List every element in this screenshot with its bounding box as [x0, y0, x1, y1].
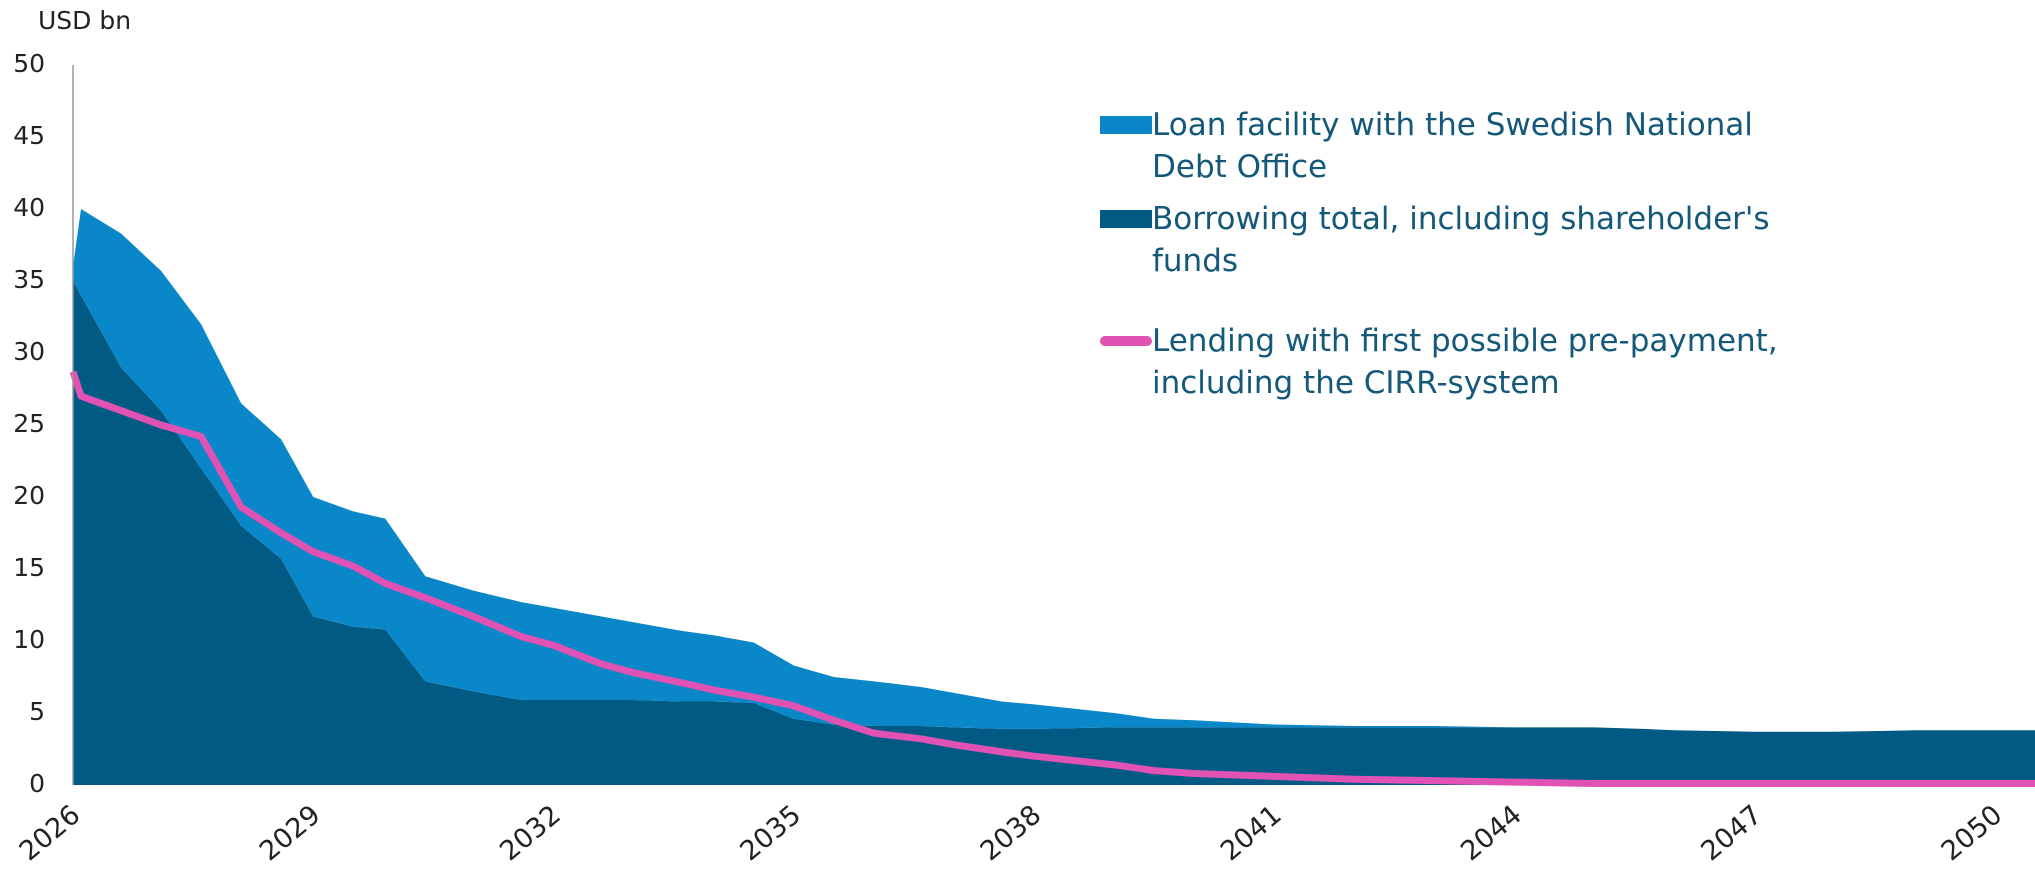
x-tick-label: 2041	[1215, 799, 1288, 867]
y-tick-label: 50	[13, 49, 45, 78]
line	[69, 370, 2035, 788]
y-tick-label: 30	[13, 337, 45, 366]
legend-entry: Borrowing total, including shareholder's…	[1100, 198, 1860, 282]
y-tick-label: 10	[13, 625, 45, 654]
x-tick-label: 2050	[1936, 799, 2009, 867]
x-tick-label: 2029	[254, 799, 327, 867]
x-tick-label: 2032	[494, 799, 567, 867]
legend-label: Loan facility with the Swedish National …	[1152, 107, 1753, 185]
legend-swatch	[1100, 116, 1152, 134]
legend: Loan facility with the Swedish National …	[1100, 104, 1860, 414]
y-tick-label: 0	[29, 769, 45, 798]
x-tick-label: 2026	[14, 799, 87, 867]
legend-entry: Lending with first possible pre-payment,…	[1100, 320, 1860, 404]
legend-label: Lending with first possible pre-payment,…	[1152, 323, 1778, 401]
x-tick-label: 2038	[975, 799, 1048, 867]
y-tick-label: 35	[13, 265, 45, 294]
legend-label: Borrowing total, including shareholder's…	[1152, 201, 1770, 279]
y-tick-label: 15	[13, 553, 45, 582]
y-axis-label: USD bn	[38, 6, 131, 35]
y-tick-label: 45	[13, 121, 45, 150]
legend-swatch	[1100, 336, 1152, 346]
y-tick-label: 20	[13, 481, 45, 510]
x-tick-label: 2047	[1695, 799, 1768, 867]
legend-swatch	[1100, 210, 1152, 228]
y-tick-label: 5	[29, 697, 45, 726]
area	[73, 281, 2035, 785]
x-tick-label: 2044	[1455, 799, 1528, 867]
x-tick-label: 2035	[734, 799, 807, 867]
legend-entry: Loan facility with the Swedish National …	[1100, 104, 1860, 188]
y-tick-label: 40	[13, 193, 45, 222]
y-tick-label: 25	[13, 409, 45, 438]
